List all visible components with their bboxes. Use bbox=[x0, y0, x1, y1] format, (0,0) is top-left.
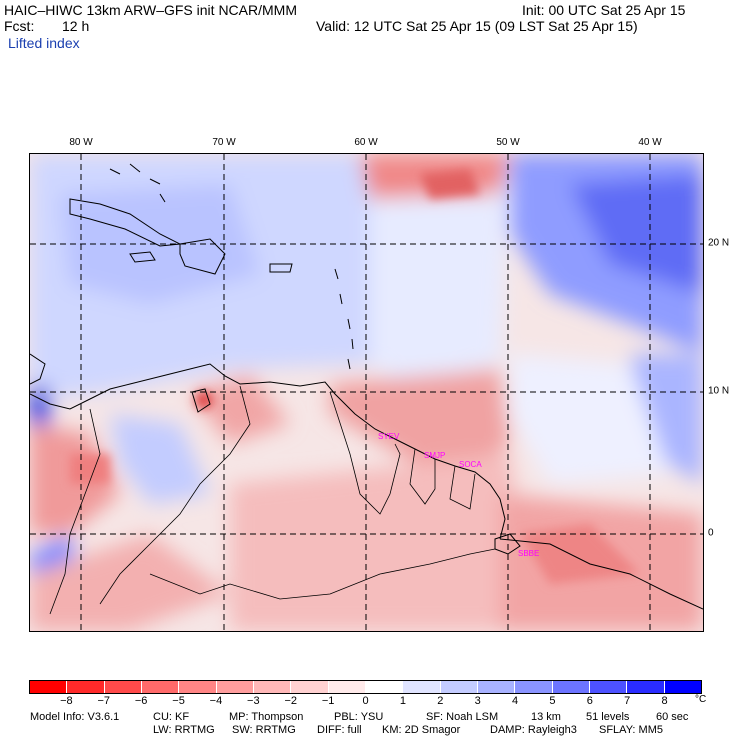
colorbar-swatch bbox=[104, 681, 142, 693]
init-time: Init: 00 UTC Sat 25 Apr 15 bbox=[522, 2, 686, 18]
lifted-index-map bbox=[29, 153, 704, 632]
colorbar-swatch bbox=[179, 681, 217, 693]
model-levels: 51 levels bbox=[586, 711, 630, 723]
map-field bbox=[30, 154, 703, 631]
valid-time: Valid: 12 UTC Sat 25 Apr 15 (09 LST Sat … bbox=[316, 18, 638, 34]
colorbar-swatch bbox=[403, 681, 441, 693]
colorbar-swatch bbox=[216, 681, 254, 693]
model-version: Model Info: V3.6.1 bbox=[30, 711, 120, 723]
model-resolution: 13 km bbox=[531, 711, 561, 723]
site-label-syev: SYEV bbox=[378, 432, 400, 441]
model-sf: SF: Noah LSM bbox=[426, 711, 499, 723]
colorbar-tick-label: −1 bbox=[321, 695, 335, 707]
lon-label-70w: 70 W bbox=[212, 137, 236, 148]
colorbar-tick-label: 3 bbox=[474, 695, 481, 707]
lon-label-80w: 80 W bbox=[69, 137, 93, 148]
colorbar-tick-label: −8 bbox=[60, 695, 73, 707]
forecast-hour: 12 h bbox=[62, 18, 90, 34]
colorbar-swatch bbox=[30, 681, 68, 693]
colorbar-swatch bbox=[552, 681, 590, 693]
colorbar-swatch bbox=[627, 681, 665, 693]
model-cu: CU: KF bbox=[153, 711, 190, 723]
colorbar-swatch bbox=[589, 681, 628, 693]
model-timestep: 60 sec bbox=[656, 711, 689, 723]
colorbar-tick-label: 8 bbox=[661, 695, 668, 707]
forecast-label: Fcst: bbox=[4, 18, 35, 34]
model-damp: DAMP: Rayleigh3 bbox=[490, 724, 577, 736]
colorbar-swatch bbox=[328, 681, 366, 693]
lon-label-40w: 40 W bbox=[638, 137, 662, 148]
lat-label-20n: 20 N bbox=[708, 237, 730, 249]
colorbar-tick-label: −2 bbox=[284, 695, 297, 707]
colorbar-tick-label: −7 bbox=[97, 695, 111, 707]
colorbar-tick-label: 1 bbox=[399, 695, 406, 707]
field-name: Lifted index bbox=[8, 35, 80, 51]
model-sw: SW: RRTMG bbox=[232, 724, 296, 736]
lat-lon-grid bbox=[30, 154, 703, 631]
chart-title: HAIC–HIWC 13km ARW–GFS init NCAR/MMM bbox=[4, 2, 297, 18]
colorbar-swatch bbox=[67, 681, 105, 693]
site-label-smjp: SMJP bbox=[424, 451, 446, 460]
lat-label-10n: 10 N bbox=[708, 385, 730, 397]
colorbar-swatch bbox=[141, 681, 180, 693]
model-km: KM: 2D Smagor bbox=[382, 724, 461, 736]
colorbar-tick-label: 2 bbox=[437, 695, 444, 707]
lat-label-0: 0 bbox=[708, 527, 714, 539]
model-mp: MP: Thompson bbox=[229, 711, 304, 723]
colorbar-swatch bbox=[440, 681, 478, 693]
model-lw: LW: RRTMG bbox=[153, 724, 215, 736]
colorbar-swatch bbox=[253, 681, 292, 693]
colorbar-swatch bbox=[515, 681, 553, 693]
colorbar-tick-label: 5 bbox=[549, 695, 556, 707]
model-pbl: PBL: YSU bbox=[334, 711, 384, 723]
model-sflay: SFLAY: MM5 bbox=[599, 724, 663, 736]
colorbar-swatch bbox=[477, 681, 516, 693]
lon-label-60w: 60 W bbox=[354, 137, 378, 148]
colorbar-tick-label: −4 bbox=[209, 695, 223, 707]
colorbar bbox=[29, 680, 702, 694]
lon-label-50w: 50 W bbox=[496, 137, 520, 148]
colorbar-tick-label: −5 bbox=[172, 695, 185, 707]
colorbar-swatch bbox=[291, 681, 329, 693]
colorbar-tick-label: −3 bbox=[247, 695, 260, 707]
colorbar-tick-label: 4 bbox=[511, 695, 519, 707]
colorbar-tick-label: 7 bbox=[624, 695, 631, 707]
site-label-soca: SOCA bbox=[459, 460, 482, 469]
model-diff: DIFF: full bbox=[317, 724, 362, 736]
colorbar-tick-label: −6 bbox=[134, 695, 148, 707]
colorbar-tick-label: 0 bbox=[362, 695, 369, 707]
colorbar-swatch bbox=[365, 681, 404, 693]
colorbar-swatch bbox=[664, 681, 701, 693]
colorbar-tick-label: 6 bbox=[586, 695, 593, 707]
site-label-sbbe: SBBE bbox=[518, 549, 540, 558]
colorbar-unit: °C bbox=[695, 694, 707, 705]
